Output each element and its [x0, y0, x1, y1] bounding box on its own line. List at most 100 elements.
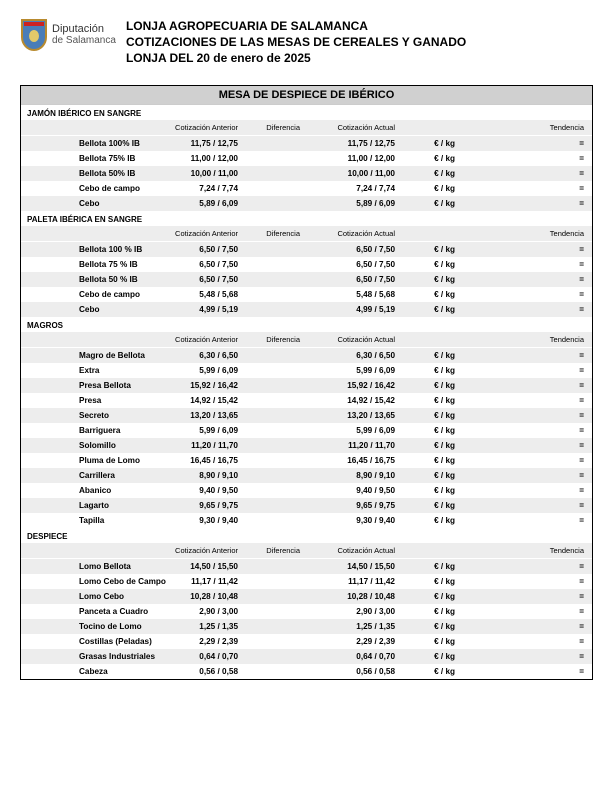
section-heading: PALETA IBÉRICA EN SANGRE — [21, 211, 592, 226]
row-label: Abanico — [21, 483, 151, 498]
current-price: 9,40 / 9,50 — [308, 483, 403, 498]
current-price: 5,89 / 6,09 — [308, 196, 403, 211]
current-price: 6,50 / 7,50 — [308, 272, 403, 287]
current-price: 6,30 / 6,50 — [308, 347, 403, 363]
price-table: Cotización AnteriorDiferenciaCotización … — [21, 332, 592, 528]
difference — [246, 393, 308, 408]
column-header: Cotización Anterior — [151, 332, 246, 348]
unit: € / kg — [403, 151, 463, 166]
row-label: Pluma de Lomo — [21, 453, 151, 468]
price-row: Cabeza0,56 / 0,580,56 / 0,58€ / kg= — [21, 664, 592, 679]
column-header: Cotización Actual — [308, 543, 403, 559]
trend: = — [463, 649, 592, 664]
row-label: Barriguera — [21, 423, 151, 438]
column-header — [403, 120, 463, 136]
trend: = — [463, 302, 592, 317]
trend: = — [463, 423, 592, 438]
sections: JAMÓN IBÉRICO EN SANGRECotización Anteri… — [21, 105, 592, 679]
trend: = — [463, 347, 592, 363]
difference — [246, 287, 308, 302]
price-row: Costillas (Peladas)2,29 / 2,392,29 / 2,3… — [21, 634, 592, 649]
unit: € / kg — [403, 574, 463, 589]
difference — [246, 151, 308, 166]
column-header — [403, 332, 463, 348]
unit: € / kg — [403, 363, 463, 378]
prev-price: 5,48 / 5,68 — [151, 287, 246, 302]
prev-price: 11,20 / 11,70 — [151, 438, 246, 453]
price-row: Pluma de Lomo16,45 / 16,7516,45 / 16,75€… — [21, 453, 592, 468]
prev-price: 2,29 / 2,39 — [151, 634, 246, 649]
difference — [246, 558, 308, 574]
trend: = — [463, 135, 592, 151]
row-label: Lagarto — [21, 498, 151, 513]
unit: € / kg — [403, 408, 463, 423]
column-header — [21, 120, 151, 136]
price-row: Bellota 100% IB11,75 / 12,7511,75 / 12,7… — [21, 135, 592, 151]
unit: € / kg — [403, 423, 463, 438]
difference — [246, 574, 308, 589]
trend: = — [463, 287, 592, 302]
current-price: 14,50 / 15,50 — [308, 558, 403, 574]
prev-price: 9,40 / 9,50 — [151, 483, 246, 498]
current-price: 5,99 / 6,09 — [308, 363, 403, 378]
crest-icon — [20, 18, 48, 52]
price-row: Abanico9,40 / 9,509,40 / 9,50€ / kg= — [21, 483, 592, 498]
row-label: Bellota 75 % IB — [21, 257, 151, 272]
row-label: Extra — [21, 363, 151, 378]
trend: = — [463, 196, 592, 211]
unit: € / kg — [403, 393, 463, 408]
column-header: Cotización Anterior — [151, 120, 246, 136]
price-row: Cebo de campo7,24 / 7,747,24 / 7,74€ / k… — [21, 181, 592, 196]
unit: € / kg — [403, 558, 463, 574]
column-header: Tendencia — [463, 332, 592, 348]
trend: = — [463, 166, 592, 181]
current-price: 11,17 / 11,42 — [308, 574, 403, 589]
row-label: Bellota 100 % IB — [21, 241, 151, 257]
column-header: Tendencia — [463, 543, 592, 559]
prev-price: 11,00 / 12,00 — [151, 151, 246, 166]
difference — [246, 378, 308, 393]
prev-price: 7,24 / 7,74 — [151, 181, 246, 196]
difference — [246, 634, 308, 649]
header-titles: LONJA AGROPECUARIA DE SALAMANCA COTIZACI… — [126, 18, 593, 67]
current-price: 11,75 / 12,75 — [308, 135, 403, 151]
current-price: 6,50 / 7,50 — [308, 241, 403, 257]
price-row: Bellota 50% IB10,00 / 11,0010,00 / 11,00… — [21, 166, 592, 181]
price-row: Presa Bellota15,92 / 16,4215,92 / 16,42€… — [21, 378, 592, 393]
prev-price: 0,56 / 0,58 — [151, 664, 246, 679]
current-price: 7,24 / 7,74 — [308, 181, 403, 196]
current-price: 14,92 / 15,42 — [308, 393, 403, 408]
unit: € / kg — [403, 453, 463, 468]
trend: = — [463, 181, 592, 196]
trend: = — [463, 151, 592, 166]
section-heading: DESPIECE — [21, 528, 592, 543]
current-price: 16,45 / 16,75 — [308, 453, 403, 468]
difference — [246, 181, 308, 196]
trend: = — [463, 483, 592, 498]
prev-price: 5,99 / 6,09 — [151, 423, 246, 438]
price-row: Carrillera8,90 / 9,108,90 / 9,10€ / kg= — [21, 468, 592, 483]
prev-price: 0,64 / 0,70 — [151, 649, 246, 664]
trend: = — [463, 363, 592, 378]
price-row: Lomo Bellota14,50 / 15,5014,50 / 15,50€ … — [21, 558, 592, 574]
prev-price: 9,30 / 9,40 — [151, 513, 246, 528]
price-row: Cebo4,99 / 5,194,99 / 5,19€ / kg= — [21, 302, 592, 317]
column-header: Cotización Actual — [308, 226, 403, 242]
difference — [246, 272, 308, 287]
org-name-line2: de Salamanca — [52, 36, 116, 47]
difference — [246, 649, 308, 664]
prev-price: 2,90 / 3,00 — [151, 604, 246, 619]
prev-price: 6,50 / 7,50 — [151, 241, 246, 257]
trend: = — [463, 589, 592, 604]
current-price: 10,00 / 11,00 — [308, 166, 403, 181]
difference — [246, 257, 308, 272]
difference — [246, 468, 308, 483]
price-row: Magro de Bellota6,30 / 6,506,30 / 6,50€ … — [21, 347, 592, 363]
price-row: Lomo Cebo de Campo11,17 / 11,4211,17 / 1… — [21, 574, 592, 589]
trend: = — [463, 272, 592, 287]
row-label: Bellota 50% IB — [21, 166, 151, 181]
prev-price: 10,00 / 11,00 — [151, 166, 246, 181]
difference — [246, 423, 308, 438]
column-header: Diferencia — [246, 332, 308, 348]
price-row: Secreto13,20 / 13,6513,20 / 13,65€ / kg= — [21, 408, 592, 423]
